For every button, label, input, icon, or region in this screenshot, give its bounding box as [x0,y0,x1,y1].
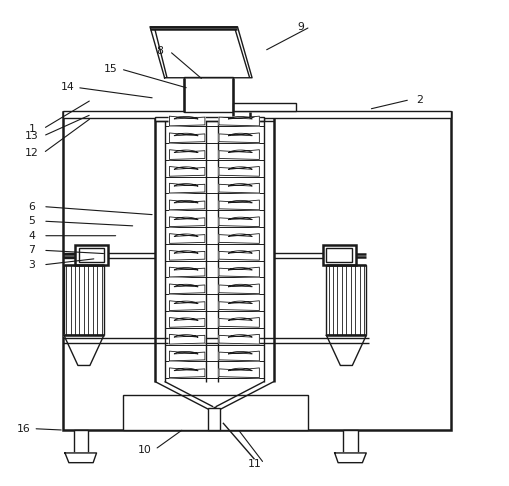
Polygon shape [219,301,260,311]
Polygon shape [219,234,260,243]
Bar [63,112,451,430]
Polygon shape [169,183,205,193]
Bar [75,245,108,265]
Polygon shape [169,284,205,294]
Polygon shape [335,453,366,463]
Bar [323,245,356,265]
Polygon shape [64,335,104,365]
Text: 3: 3 [29,260,35,270]
Bar [184,77,233,112]
Polygon shape [169,133,205,143]
Bar [326,248,352,262]
Polygon shape [169,234,205,243]
Polygon shape [169,301,205,311]
Text: 6: 6 [29,202,35,211]
Text: 14: 14 [61,83,74,92]
Polygon shape [219,267,260,277]
Text: 16: 16 [17,424,31,434]
Bar [233,103,296,111]
Polygon shape [326,335,366,365]
Bar [123,395,308,430]
Polygon shape [219,116,260,126]
Polygon shape [169,200,205,210]
Polygon shape [169,150,205,159]
Bar [343,430,357,453]
Polygon shape [169,317,205,327]
Bar [64,265,104,335]
Polygon shape [169,267,205,277]
Polygon shape [219,284,260,294]
Polygon shape [169,334,205,344]
Polygon shape [150,27,252,78]
Polygon shape [65,453,97,463]
Polygon shape [169,284,205,294]
Polygon shape [219,217,260,226]
Polygon shape [169,167,205,176]
Bar [155,117,264,122]
Polygon shape [169,301,205,311]
Polygon shape [219,317,260,327]
Text: 10: 10 [138,445,152,454]
Text: 1: 1 [29,124,35,134]
Bar [208,408,220,430]
Polygon shape [169,351,205,361]
Text: 15: 15 [104,64,118,74]
Polygon shape [169,368,205,378]
Text: 9: 9 [297,22,304,32]
Polygon shape [169,217,205,226]
Polygon shape [169,133,205,143]
Polygon shape [219,334,260,344]
Polygon shape [219,200,260,210]
Polygon shape [219,183,260,193]
Polygon shape [169,250,205,260]
Polygon shape [219,351,260,361]
Polygon shape [169,250,205,260]
Polygon shape [169,217,205,226]
Polygon shape [219,133,260,143]
Polygon shape [169,200,205,210]
Polygon shape [169,368,205,378]
Polygon shape [169,183,205,193]
Bar [78,248,104,262]
Polygon shape [219,167,260,176]
Text: 7: 7 [29,245,35,255]
Bar [326,265,366,335]
Polygon shape [169,167,205,176]
Polygon shape [169,234,205,243]
Polygon shape [169,334,205,344]
Polygon shape [219,150,260,159]
Text: 5: 5 [29,216,35,226]
Polygon shape [219,250,260,260]
Bar [74,430,88,453]
Text: 13: 13 [25,131,39,141]
Polygon shape [169,150,205,159]
Text: 4: 4 [29,231,35,241]
Polygon shape [169,317,205,327]
Text: 8: 8 [156,46,163,56]
Polygon shape [169,351,205,361]
Polygon shape [169,116,205,126]
Polygon shape [169,116,205,126]
Polygon shape [219,368,260,378]
Bar [63,111,451,118]
Polygon shape [169,267,205,277]
Text: 12: 12 [25,148,39,158]
Text: 2: 2 [416,95,423,104]
Text: 11: 11 [247,459,262,469]
